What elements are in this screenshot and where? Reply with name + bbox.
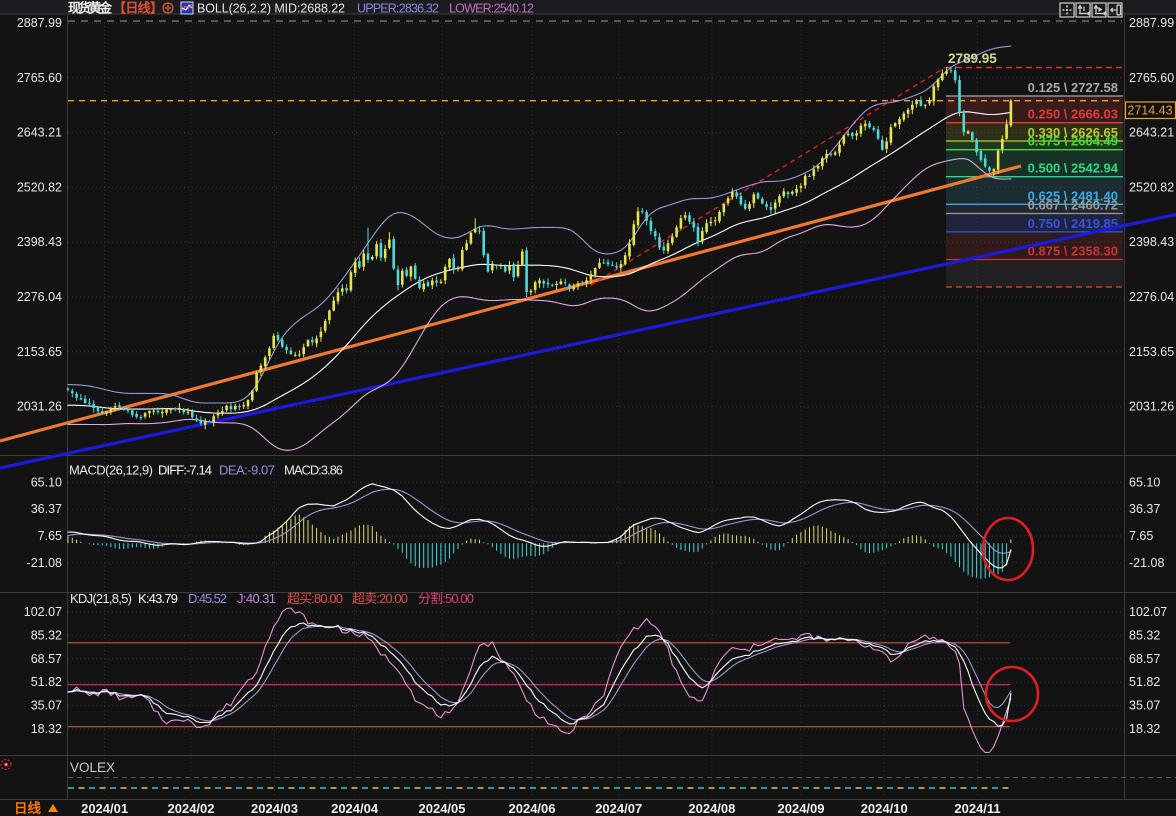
svg-text:0.750 \ 2419.85: 0.750 \ 2419.85	[1028, 216, 1118, 231]
svg-text:-21.08: -21.08	[1129, 556, 1164, 570]
svg-text:102.07: 102.07	[24, 605, 62, 619]
svg-text:2398.43: 2398.43	[17, 235, 62, 249]
svg-text:DIFF:-7.14: DIFF:-7.14	[158, 463, 212, 478]
svg-text:51.82: 51.82	[1129, 675, 1160, 689]
svg-text:0.625 \ 2481.40: 0.625 \ 2481.40	[1028, 188, 1118, 203]
svg-text:K:43.79: K:43.79	[138, 591, 178, 606]
svg-text:【日线】: 【日线】	[113, 1, 163, 16]
svg-text:2024/09: 2024/09	[778, 801, 825, 816]
svg-text:BOLL(26,2.2) MID:2688.22: BOLL(26,2.2) MID:2688.22	[197, 2, 345, 16]
svg-text:18.32: 18.32	[1129, 722, 1160, 736]
svg-text:0.875 \ 2358.30: 0.875 \ 2358.30	[1028, 244, 1118, 259]
svg-text:2024/08: 2024/08	[688, 801, 735, 816]
svg-text:2024/01: 2024/01	[81, 801, 128, 816]
svg-text:分割:50.00: 分割:50.00	[418, 591, 474, 606]
svg-text:D:45.52: D:45.52	[188, 591, 227, 606]
svg-text:2024/05: 2024/05	[419, 801, 466, 816]
svg-text:51.82: 51.82	[31, 675, 62, 689]
svg-text:0.330 \ 2626.65: 0.330 \ 2626.65	[1028, 125, 1118, 140]
svg-text:7.65: 7.65	[1129, 529, 1153, 543]
svg-text:65.10: 65.10	[1129, 475, 1160, 489]
svg-text:超卖:20.00: 超卖:20.00	[352, 591, 408, 606]
svg-text:68.57: 68.57	[1129, 652, 1160, 666]
svg-text:35.07: 35.07	[1129, 699, 1160, 713]
svg-text:2024/04: 2024/04	[331, 801, 379, 816]
svg-text:7.65: 7.65	[38, 529, 62, 543]
svg-text:DEA:-9.07: DEA:-9.07	[219, 463, 275, 478]
svg-text:2276.04: 2276.04	[1129, 290, 1174, 304]
svg-text:2887.99: 2887.99	[1129, 16, 1174, 30]
svg-text:2714.43: 2714.43	[1127, 104, 1172, 118]
svg-text:0.250 \ 2666.03: 0.250 \ 2666.03	[1028, 107, 1118, 122]
svg-text:2398.43: 2398.43	[1129, 235, 1174, 249]
svg-text:2024/07: 2024/07	[595, 801, 642, 816]
svg-text:现货黄金: 现货黄金	[68, 1, 113, 16]
svg-text:85.32: 85.32	[31, 628, 62, 642]
svg-text:2887.99: 2887.99	[17, 16, 62, 30]
svg-text:35.07: 35.07	[31, 699, 62, 713]
svg-text:超买:80.00: 超买:80.00	[287, 591, 343, 606]
svg-text:2153.65: 2153.65	[1129, 345, 1174, 359]
svg-text:36.37: 36.37	[31, 502, 62, 516]
svg-text:0.375 \ 2604.49: 0.375 \ 2604.49	[1028, 134, 1118, 149]
svg-text:2024/06: 2024/06	[509, 801, 556, 816]
svg-text:J:40.31: J:40.31	[237, 591, 276, 606]
svg-text:0.667 \ 2460.72: 0.667 \ 2460.72	[1028, 198, 1118, 213]
svg-text:2643.21: 2643.21	[1129, 126, 1174, 140]
svg-text:2153.65: 2153.65	[17, 345, 62, 359]
svg-text:2765.60: 2765.60	[17, 71, 62, 85]
svg-text:2024/03: 2024/03	[251, 801, 298, 816]
svg-text:2024/10: 2024/10	[861, 801, 908, 816]
svg-text:18.32: 18.32	[31, 722, 62, 736]
svg-text:-21.08: -21.08	[27, 556, 62, 570]
svg-text:65.10: 65.10	[31, 475, 62, 489]
svg-text:2520.82: 2520.82	[17, 180, 62, 194]
svg-text:85.32: 85.32	[1129, 628, 1160, 642]
svg-text:68.57: 68.57	[31, 652, 62, 666]
svg-text:KDJ(21,8,5): KDJ(21,8,5)	[70, 591, 132, 606]
svg-text:102.07: 102.07	[1129, 605, 1167, 619]
svg-text:2789.95: 2789.95	[948, 51, 997, 66]
svg-text:36.37: 36.37	[1129, 502, 1160, 516]
svg-text:VOLEX: VOLEX	[70, 760, 115, 775]
svg-text:2520.82: 2520.82	[1129, 180, 1174, 194]
svg-text:2765.60: 2765.60	[1129, 71, 1174, 85]
svg-text:LOWER:2540.12: LOWER:2540.12	[449, 2, 534, 16]
svg-text:MACD:3.86: MACD:3.86	[284, 463, 343, 478]
svg-text:0.125 \ 2727.58: 0.125 \ 2727.58	[1028, 80, 1118, 95]
svg-text:2031.26: 2031.26	[1129, 400, 1174, 414]
svg-text:日线: 日线	[14, 800, 41, 816]
svg-text:UPPER:2836.32: UPPER:2836.32	[357, 2, 439, 16]
svg-text:2276.04: 2276.04	[17, 290, 62, 304]
svg-text:MACD(26,12,9): MACD(26,12,9)	[69, 463, 153, 478]
svg-text:2643.21: 2643.21	[17, 126, 62, 140]
svg-text:2024/02: 2024/02	[168, 801, 215, 816]
svg-text:0.500 \ 2542.94: 0.500 \ 2542.94	[1028, 161, 1119, 176]
svg-text:2031.26: 2031.26	[17, 400, 62, 414]
svg-text:2024/11: 2024/11	[954, 801, 1000, 816]
